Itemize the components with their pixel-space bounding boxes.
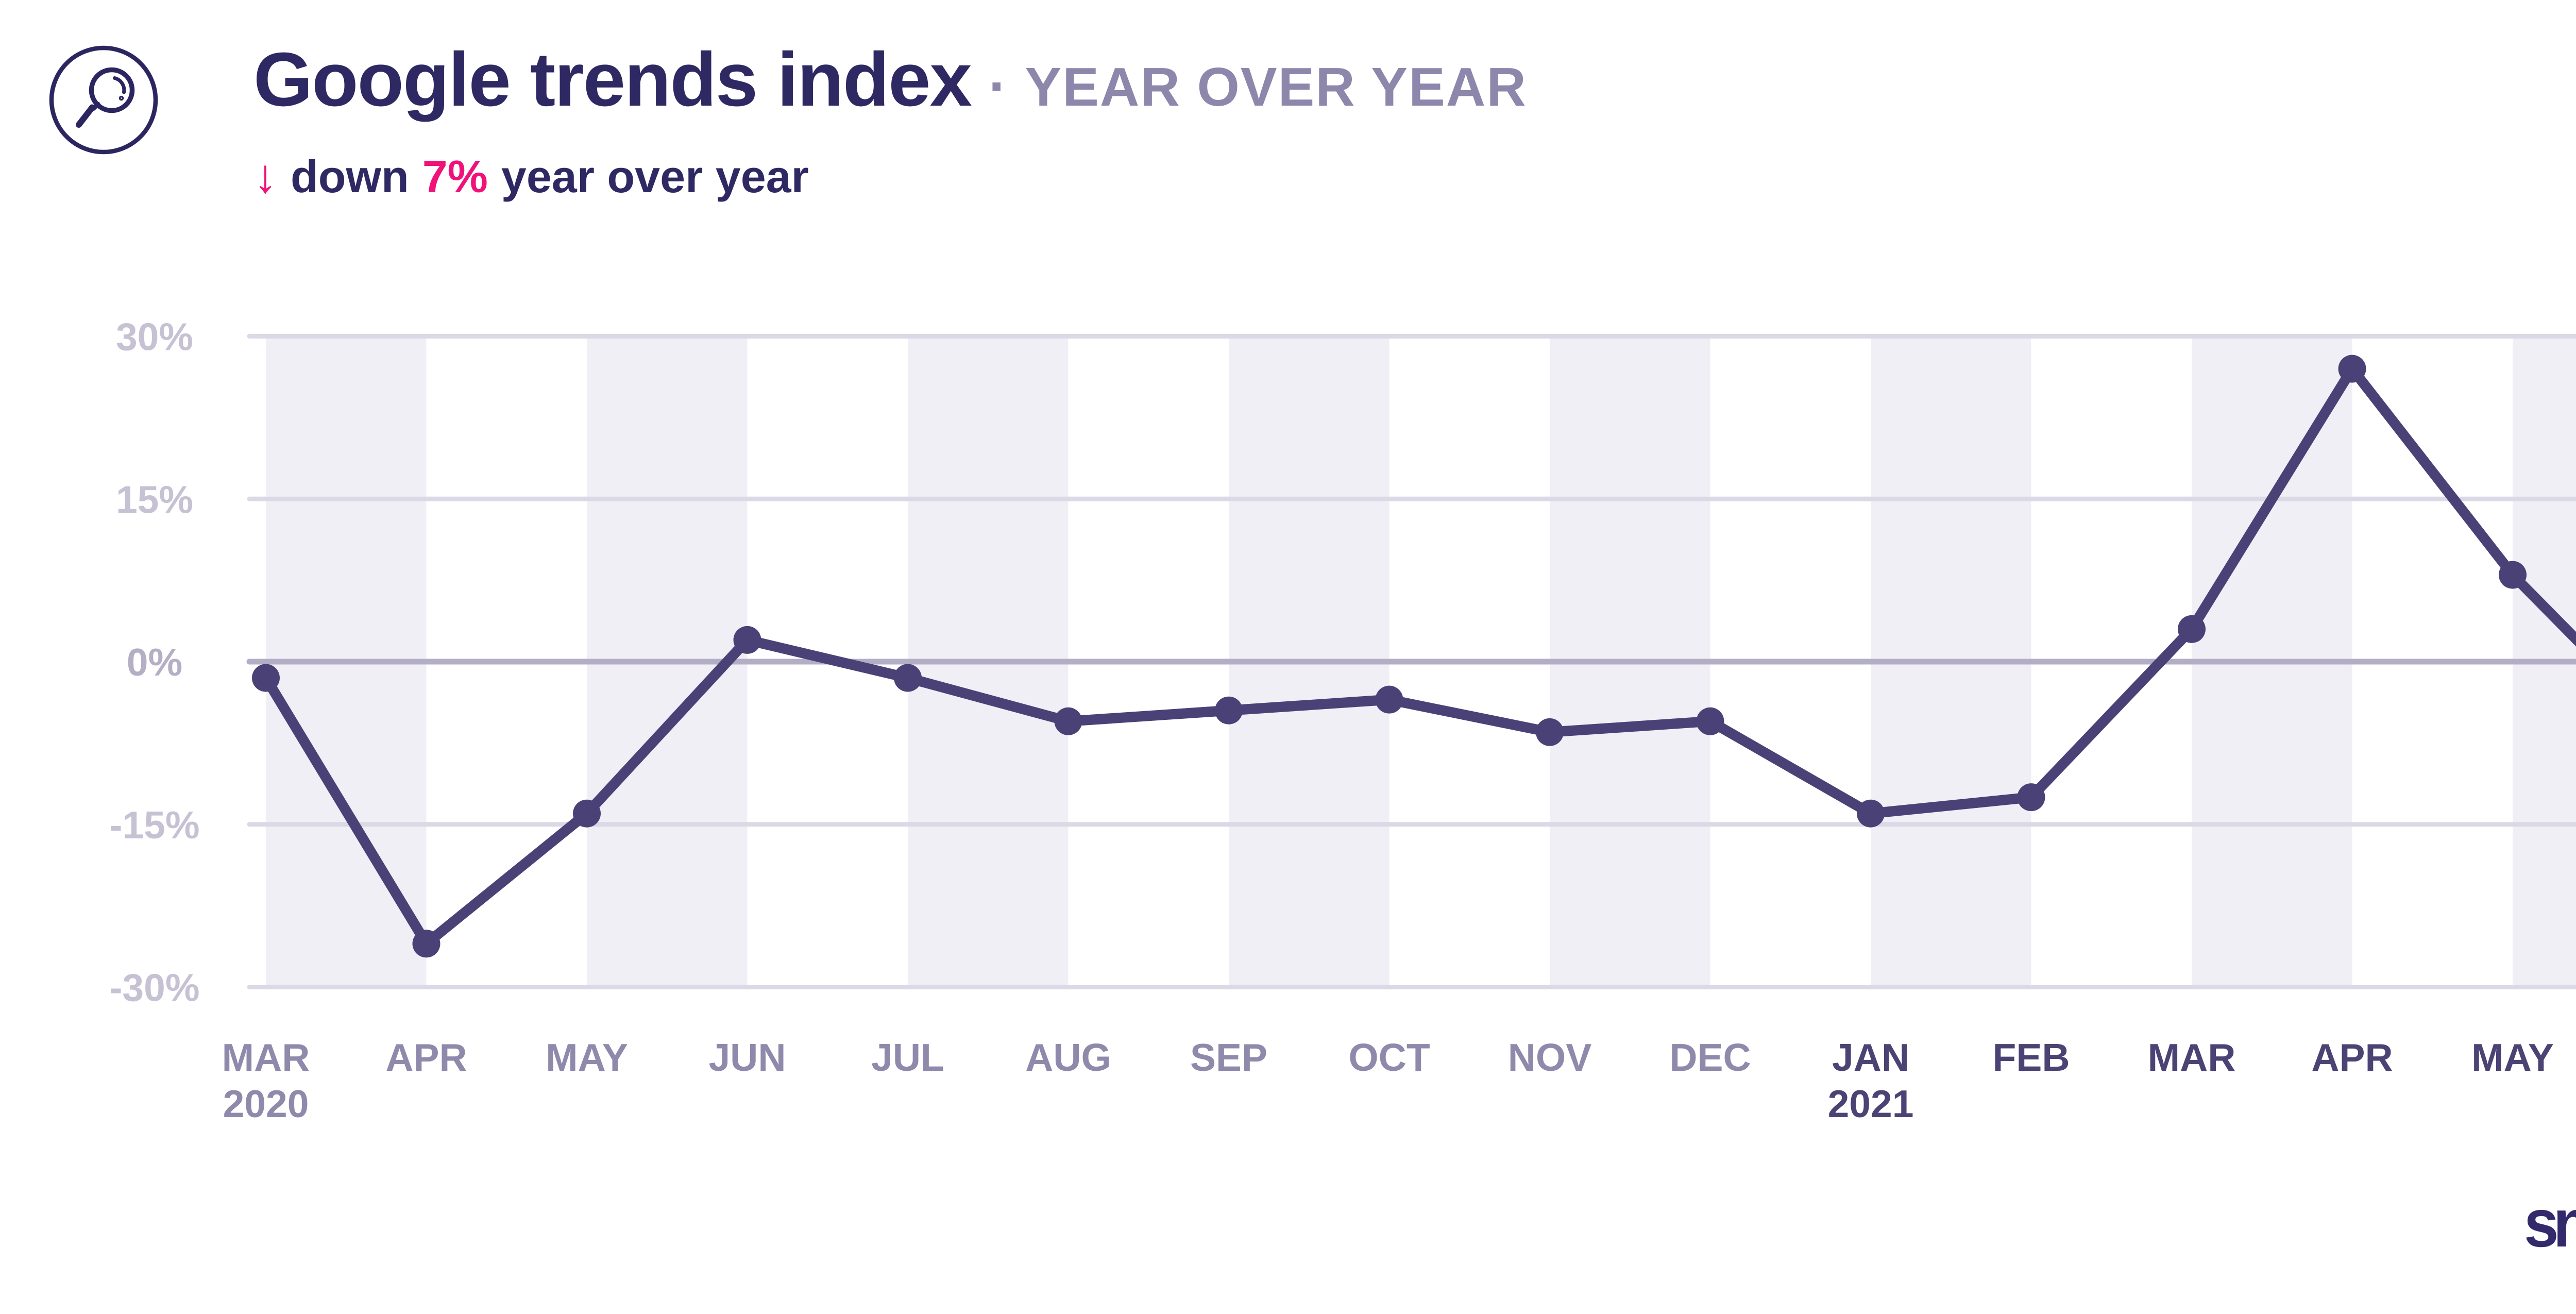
x-axis-month-label: JUN (708, 1036, 786, 1079)
data-point (2338, 355, 2366, 383)
y-axis-tick-label: -30% (109, 966, 199, 1009)
x-axis-month-label: AUG (1025, 1036, 1111, 1079)
delta-value: 7% (422, 151, 488, 202)
data-point (1054, 707, 1082, 735)
x-axis-month-label: FEB (1993, 1036, 2070, 1079)
x-axis-month-label: MAR (222, 1036, 310, 1079)
data-point (1215, 696, 1243, 725)
magnifier-badge (44, 41, 167, 165)
page-title: Google trends index (253, 37, 972, 122)
down-arrow-icon: ↓ (253, 150, 277, 203)
y-axis-tick-label: 15% (116, 478, 193, 521)
page-subtitle: YEAR OVER YEAR (1025, 57, 1527, 117)
data-point (1857, 799, 1885, 828)
data-point (412, 930, 440, 958)
trend-line (261, 363, 2576, 949)
data-point (252, 664, 280, 692)
x-axis-month-label: NOV (1508, 1036, 1592, 1079)
title-separator-dot: · (988, 55, 1008, 118)
data-point (733, 626, 761, 654)
x-axis-month-label: OCT (1348, 1036, 1430, 1079)
data-point (2178, 615, 2206, 643)
x-axis-month-label: JUL (871, 1036, 944, 1079)
data-point (1375, 685, 1403, 714)
delta-prefix: down (291, 151, 409, 202)
x-axis-year-label: 2020 (223, 1082, 309, 1125)
brand-logo: snagajob ® (2524, 1189, 2576, 1257)
delta-callout: ↓ down 7% year over year (253, 153, 809, 200)
x-axis-month-label: JAN (1832, 1036, 1909, 1079)
x-axis-year-label: 2021 (1828, 1082, 1914, 1125)
magnifier-in-circle-icon (49, 45, 158, 155)
data-point (2499, 561, 2527, 589)
delta-suffix: year over year (501, 151, 809, 202)
y-axis-tick-label: 30% (116, 315, 193, 359)
y-axis-tick-label: 0% (127, 641, 182, 684)
data-point (573, 799, 601, 828)
x-axis-month-label: SEP (1190, 1036, 1267, 1079)
x-axis-month-label: MAY (546, 1036, 628, 1079)
data-point (1536, 718, 1564, 746)
y-axis-tick-label: -15% (109, 803, 199, 847)
data-point (2017, 783, 2045, 812)
x-axis-month-label: MAY (2471, 1036, 2554, 1079)
x-axis-month-label: MAR (2148, 1036, 2236, 1079)
x-axis-month-label: DEC (1669, 1036, 1751, 1079)
x-axis-month-label: APR (2311, 1036, 2393, 1079)
data-point (1696, 707, 1724, 735)
logo-wordmark: snagajob (2523, 1185, 2576, 1261)
x-axis-month-label: APR (385, 1036, 467, 1079)
data-point (894, 664, 922, 692)
chart-header: Google trends index · YEAR OVER YEAR (253, 42, 1527, 118)
